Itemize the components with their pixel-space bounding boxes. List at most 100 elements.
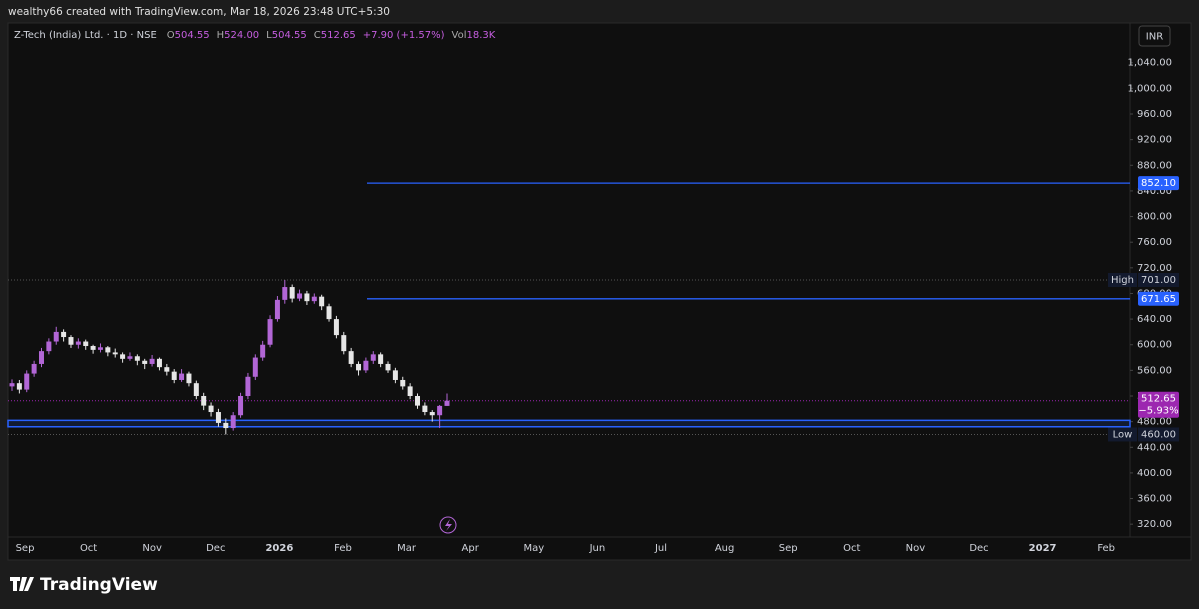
- candle-body: [149, 358, 155, 364]
- y-tick-label: 600.00: [1137, 340, 1172, 351]
- logo: TradingView: [10, 575, 158, 595]
- legend-label: H: [217, 30, 225, 41]
- level-label-box: [1138, 291, 1179, 306]
- candle-body: [267, 319, 273, 345]
- candle-body: [120, 354, 126, 359]
- candle-body: [289, 287, 295, 299]
- candle-body: [304, 293, 310, 302]
- chart-panel: [7, 22, 1192, 561]
- legend: Z-Tech (India) Ltd. · 1D · NSE O 504.55 H 5…: [14, 30, 496, 41]
- high-value: 701.00: [1141, 275, 1176, 286]
- x-tick-label: Sep: [16, 543, 35, 554]
- candle-body: [9, 383, 15, 387]
- candle-body: [112, 352, 118, 355]
- legend-label: L: [266, 30, 272, 41]
- candle-body: [274, 299, 280, 320]
- candle-body: [186, 373, 192, 384]
- candle-body: [127, 356, 133, 359]
- candle-body: [134, 356, 140, 361]
- candle-body: [142, 360, 148, 364]
- candle-body: [370, 354, 376, 361]
- y-tick-label: 560.00: [1137, 365, 1172, 376]
- candle-body: [90, 346, 96, 350]
- candle-body: [378, 354, 384, 364]
- candle-body: [311, 296, 317, 302]
- level-label: 671.65: [1141, 294, 1176, 305]
- candle-body: [156, 358, 162, 368]
- x-tick-label: May: [523, 543, 544, 554]
- candle-body: [297, 293, 303, 299]
- candle-body: [201, 396, 207, 406]
- candle-body: [356, 363, 362, 371]
- x-tick-label: Dec: [969, 543, 988, 554]
- level-label: 852.10: [1141, 178, 1176, 189]
- currency-button[interactable]: [1138, 25, 1171, 47]
- low-name: Low: [1113, 429, 1133, 440]
- y-tick-label: 880.00: [1137, 160, 1172, 171]
- legend-value: 524.00: [224, 30, 259, 41]
- candle-body: [97, 347, 103, 350]
- last-price: 512.65: [1141, 394, 1176, 405]
- candle-body: [415, 396, 421, 406]
- y-tick-label: 320.00: [1137, 519, 1172, 530]
- candle-body: [400, 379, 406, 387]
- candle-body: [171, 371, 177, 380]
- candle-body: [392, 370, 398, 380]
- candle-body: [385, 363, 391, 371]
- candle-body: [429, 412, 435, 416]
- candle-body: [407, 386, 413, 397]
- candle-body: [68, 337, 74, 345]
- level-label-box: [1138, 176, 1179, 191]
- legend-value: 504.55: [175, 30, 210, 41]
- y-tick-label: 1,040.00: [1127, 58, 1172, 69]
- candle-body: [208, 405, 214, 413]
- x-tick-label: Feb: [334, 543, 352, 554]
- legend-value: 18.3K: [466, 30, 495, 41]
- candle-body: [38, 351, 44, 364]
- x-tick-label: Jul: [654, 543, 667, 554]
- currency: INR: [1146, 32, 1163, 43]
- candle-body: [319, 296, 325, 307]
- legend-label: Vol: [452, 30, 467, 41]
- candle-body: [16, 383, 22, 390]
- legend-label: C: [314, 30, 321, 41]
- y-tick-label: 1,000.00: [1127, 83, 1172, 94]
- y-tick-label: 640.00: [1137, 314, 1172, 325]
- x-tick-label: Nov: [142, 543, 162, 554]
- y-tick-label: 800.00: [1137, 212, 1172, 223]
- legend-value: +7.90 (+1.57%): [363, 30, 445, 41]
- logo-mark: [10, 577, 34, 591]
- candle-body: [333, 319, 339, 336]
- candle-body: [260, 344, 266, 358]
- header-text: wealthy66 created with TradingView.com, …: [8, 6, 390, 18]
- y-tick-label: 480.00: [1137, 417, 1172, 428]
- candle-body: [422, 405, 428, 413]
- candle-body: [31, 363, 37, 374]
- candle-body: [245, 376, 251, 397]
- low-value: 460.00: [1141, 429, 1176, 440]
- candle-body: [75, 341, 81, 345]
- x-tick-label: Apr: [462, 543, 480, 554]
- y-tick-label: 760.00: [1137, 237, 1172, 248]
- x-tick-label: Nov: [906, 543, 926, 554]
- legend-label: O: [167, 30, 175, 41]
- symbol-title: Z-Tech (India) Ltd. · 1D · NSE: [14, 30, 157, 41]
- candle-body: [223, 422, 229, 429]
- y-tick-label: 360.00: [1137, 494, 1172, 505]
- candle-body: [164, 367, 170, 372]
- high-value-box: [1138, 273, 1179, 287]
- candle-body: [24, 373, 30, 390]
- candle-body: [179, 373, 185, 380]
- candle-body: [282, 287, 288, 300]
- x-tick-label: 2027: [1029, 543, 1057, 554]
- event-icon[interactable]: [439, 516, 457, 534]
- x-tick-label: Jun: [589, 543, 606, 554]
- x-tick-label: Dec: [206, 543, 225, 554]
- candle-body: [46, 341, 52, 352]
- candle-body: [437, 405, 443, 416]
- last-price-box: [1138, 391, 1179, 418]
- y-tick-label: 720.00: [1137, 263, 1172, 274]
- support-zone: [7, 419, 1131, 428]
- x-tick-label: Sep: [779, 543, 798, 554]
